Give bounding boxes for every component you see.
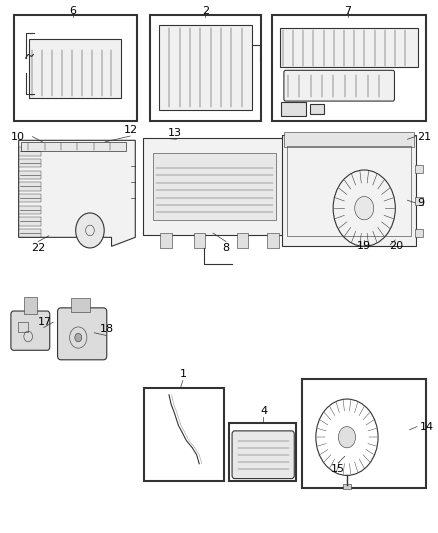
Text: 17: 17 <box>38 317 53 327</box>
Bar <box>343 484 351 489</box>
Bar <box>19 229 41 237</box>
Text: 9: 9 <box>417 198 424 208</box>
Bar <box>281 102 306 116</box>
Bar <box>194 233 205 248</box>
Text: 6: 6 <box>69 6 76 16</box>
Bar <box>160 233 172 248</box>
Bar <box>272 14 427 120</box>
Bar <box>19 194 41 203</box>
Bar <box>268 233 279 248</box>
Bar <box>19 182 41 191</box>
Text: 1: 1 <box>180 369 187 379</box>
Text: 7: 7 <box>344 6 351 16</box>
Text: 22: 22 <box>31 243 45 253</box>
FancyBboxPatch shape <box>57 308 107 360</box>
Bar <box>284 132 414 147</box>
Bar <box>144 389 224 481</box>
Bar <box>24 297 37 314</box>
Text: 15: 15 <box>331 464 345 474</box>
Polygon shape <box>19 140 135 246</box>
Bar <box>282 135 416 246</box>
Bar <box>303 379 426 488</box>
Text: 10: 10 <box>11 132 25 142</box>
Text: 19: 19 <box>357 241 371 251</box>
Text: 4: 4 <box>261 406 268 416</box>
FancyBboxPatch shape <box>284 70 395 101</box>
Text: 20: 20 <box>389 241 404 251</box>
FancyBboxPatch shape <box>232 431 294 479</box>
Bar <box>152 153 276 220</box>
Circle shape <box>355 197 374 220</box>
Circle shape <box>338 426 356 448</box>
Text: 12: 12 <box>124 125 138 135</box>
Text: 14: 14 <box>420 422 434 432</box>
Bar <box>230 423 297 481</box>
Bar <box>21 142 126 151</box>
Bar <box>150 14 261 120</box>
Text: 21: 21 <box>417 132 431 142</box>
Bar <box>29 38 121 98</box>
Bar <box>19 217 41 225</box>
Text: 13: 13 <box>168 128 182 138</box>
Bar <box>19 159 41 167</box>
Bar <box>19 147 41 156</box>
Text: 2: 2 <box>202 6 209 16</box>
Bar <box>71 298 89 312</box>
Bar <box>287 146 411 236</box>
Bar <box>19 171 41 179</box>
Bar <box>19 206 41 214</box>
Text: 18: 18 <box>100 325 114 334</box>
Text: 8: 8 <box>223 243 230 253</box>
Bar <box>280 28 418 67</box>
Bar <box>415 197 423 205</box>
Bar <box>237 233 248 248</box>
Bar <box>14 14 138 120</box>
Bar <box>159 25 252 110</box>
Bar <box>415 229 423 237</box>
Circle shape <box>75 333 82 342</box>
Bar <box>143 138 286 235</box>
Bar <box>415 165 423 173</box>
Bar <box>18 321 28 332</box>
Bar <box>310 104 325 114</box>
Circle shape <box>76 213 104 248</box>
FancyBboxPatch shape <box>11 311 50 350</box>
